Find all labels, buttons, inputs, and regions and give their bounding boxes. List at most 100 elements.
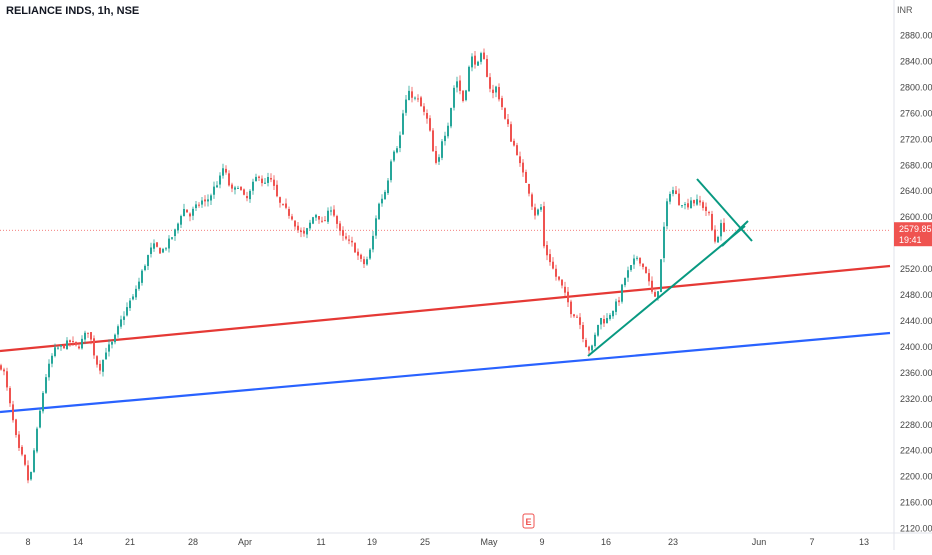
candle-body: [615, 301, 617, 312]
candle-body: [723, 222, 725, 232]
candle-body: [630, 265, 632, 271]
candle-body: [489, 77, 491, 89]
candle-body: [687, 203, 689, 208]
candle-body: [48, 363, 50, 378]
candle-body: [273, 179, 275, 186]
candle-body: [714, 229, 716, 242]
x-tick-label: 19: [367, 537, 377, 547]
y-tick-label: 2480.00: [900, 290, 932, 300]
candle-body: [414, 97, 416, 99]
candle-body: [591, 345, 593, 351]
earnings-marker[interactable]: E: [522, 513, 535, 529]
candle-body: [417, 98, 419, 100]
candle-body: [441, 141, 443, 158]
candle-body: [552, 261, 554, 269]
candle-body: [399, 135, 401, 149]
candle-body: [618, 300, 620, 303]
y-tick-label: 2520.00: [900, 264, 932, 274]
candle-body: [456, 81, 458, 88]
candle-body: [78, 346, 80, 349]
candle-body: [231, 184, 233, 189]
candle-body: [102, 359, 104, 372]
candle-body: [549, 254, 551, 263]
candle-body: [444, 135, 446, 142]
y-tick-label: 2800.00: [900, 82, 932, 92]
candle-body: [528, 183, 530, 194]
candle-body: [0, 365, 2, 370]
candle-body: [96, 356, 98, 365]
y-tick-label: 2760.00: [900, 108, 932, 118]
candle-body: [393, 151, 395, 161]
candle-body: [246, 196, 248, 199]
candle-body: [294, 220, 296, 227]
candle-body: [6, 371, 8, 388]
candle-body: [39, 410, 41, 428]
candle-body: [516, 145, 518, 156]
candle-body: [210, 195, 212, 201]
candle-body: [228, 173, 230, 186]
candle-body: [690, 200, 692, 209]
candle-body: [168, 238, 170, 249]
candle-body: [30, 471, 32, 480]
candle-body: [372, 235, 374, 250]
candle-body: [633, 258, 635, 265]
candle-body: [342, 230, 344, 236]
y-tick-label: 2680.00: [900, 160, 932, 170]
candle-body: [672, 190, 674, 194]
triangle-cross-line[interactable]: [721, 220, 749, 247]
price-tag-box: [894, 222, 932, 247]
candle-body: [669, 194, 671, 202]
triangle-lower-line[interactable]: [587, 225, 746, 357]
y-tick-label: 2360.00: [900, 368, 932, 378]
triangle-upper-line[interactable]: [696, 178, 753, 242]
candle-body: [135, 288, 137, 298]
trend-line-red[interactable]: [0, 264, 891, 353]
candle-body: [180, 216, 182, 225]
trend-line-blue[interactable]: [0, 331, 891, 414]
candle-body: [204, 199, 206, 202]
candle-body: [720, 223, 722, 237]
candle-body: [33, 450, 35, 472]
x-tick-label: Apr: [238, 537, 252, 547]
y-tick-label: 2840.00: [900, 56, 932, 66]
y-tick-label: 2600.00: [900, 212, 932, 222]
candle-body: [612, 310, 614, 317]
candle-body: [348, 239, 350, 241]
candle-body: [525, 171, 527, 183]
x-tick-label: 8: [25, 537, 30, 547]
candle-body: [699, 200, 701, 203]
candle-body: [387, 180, 389, 194]
candle-body: [15, 419, 17, 435]
candle-body: [573, 314, 575, 317]
y-tick-label: 2440.00: [900, 316, 932, 326]
candle-body: [522, 162, 524, 173]
candle-body: [405, 99, 407, 113]
candle-body: [681, 205, 683, 207]
candle-body: [57, 347, 59, 349]
earnings-label: E: [525, 517, 531, 527]
candle-body: [354, 243, 356, 253]
candle-body: [321, 220, 323, 222]
candle-body: [597, 324, 599, 336]
candle-body: [555, 268, 557, 277]
candle-body: [435, 151, 437, 163]
y-tick-label: 2280.00: [900, 420, 932, 430]
y-tick-label: 2720.00: [900, 134, 932, 144]
x-tick-label: 25: [420, 537, 430, 547]
candle-body: [576, 316, 578, 318]
candle-body: [561, 279, 563, 286]
y-tick-label: 2400.00: [900, 342, 932, 352]
candle-body: [378, 203, 380, 220]
candle-body: [267, 176, 269, 183]
candle-body: [147, 255, 149, 266]
candle-body: [459, 80, 461, 91]
candle-body: [600, 317, 602, 325]
candle-body: [27, 465, 29, 481]
candle-body: [570, 301, 572, 315]
y-tick-label: 2240.00: [900, 446, 932, 456]
candle-body: [567, 291, 569, 303]
candle-body: [684, 204, 686, 206]
candle-body: [546, 245, 548, 256]
